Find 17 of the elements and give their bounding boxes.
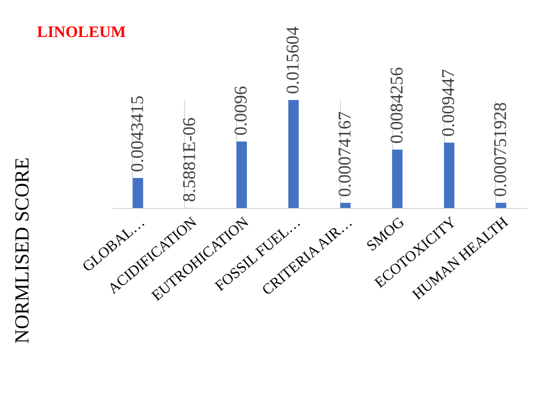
data-label: 0.015604 [282,26,303,94]
bar [496,202,506,208]
data-label: 0.0043415 [126,95,147,172]
bar [132,178,144,208]
y-axis-title: NORMLISED SCORE [12,157,34,344]
bar [340,202,351,208]
data-label: 0.0084256 [386,67,406,144]
bar [288,100,299,208]
data-label: 0.009447 [438,69,458,137]
data-label: 0.00074167 [334,111,354,197]
data-label: 0.0096 [230,86,251,136]
data-label: 8.5881E-06 [178,117,199,202]
chart-title: LINOLEUM [37,24,126,41]
bar [236,142,247,208]
data-label: 0.000751928 [490,102,510,197]
bar [444,142,454,208]
bar [392,150,402,208]
